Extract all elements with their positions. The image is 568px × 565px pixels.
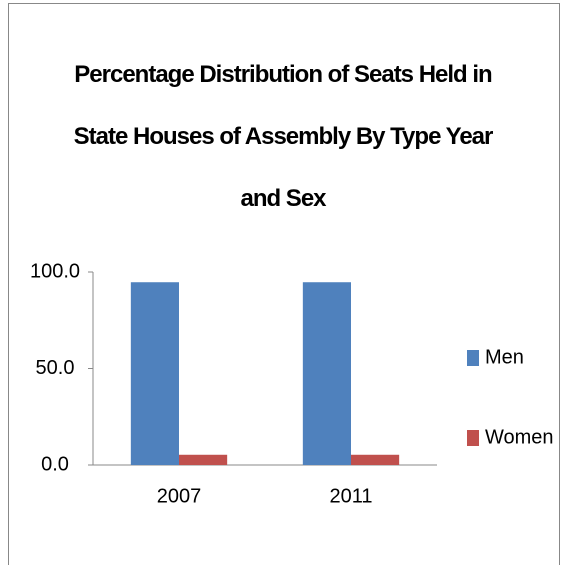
y-tick-label: 100.0 — [30, 260, 80, 282]
legend-swatch — [467, 430, 479, 446]
bar — [302, 282, 351, 465]
legend-swatch — [467, 350, 479, 366]
bar — [351, 454, 400, 465]
y-tick-label: 50.0 — [36, 357, 75, 379]
bar — [179, 454, 228, 465]
x-tick-label: 2011 — [329, 485, 372, 507]
legend-label: Men — [485, 346, 524, 368]
x-tick-label: 2007 — [157, 485, 202, 507]
chart-border — [8, 3, 560, 565]
bar — [130, 282, 179, 465]
legend-label: Women — [485, 426, 554, 448]
chart-title: Percentage Distribution of Seats Held in… — [73, 61, 494, 212]
y-tick-label: 0.0 — [41, 453, 69, 475]
